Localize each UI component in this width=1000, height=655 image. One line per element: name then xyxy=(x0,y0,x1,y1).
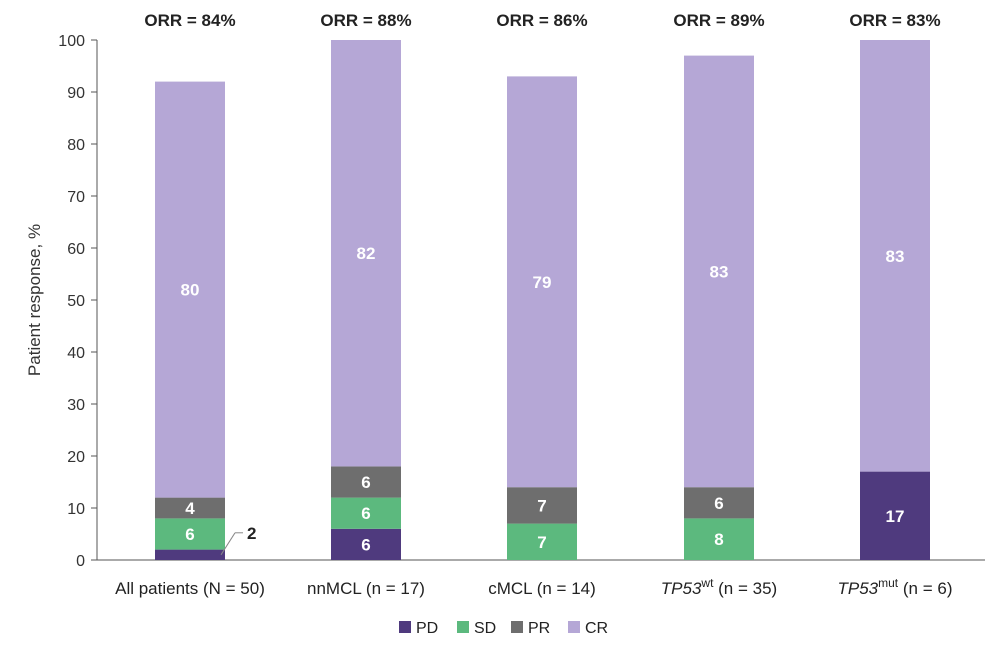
data-label-cr: 80 xyxy=(181,281,200,300)
category-label: TP53wt (n = 35) xyxy=(661,576,777,598)
y-tick-label: 30 xyxy=(67,397,85,414)
bar-segment-cr xyxy=(860,40,930,472)
leader-line xyxy=(220,532,236,556)
category-label: cMCL (n = 14) xyxy=(488,579,596,598)
data-label-cr: 83 xyxy=(710,262,729,281)
y-tick-label: 100 xyxy=(58,33,85,50)
y-tick-label: 40 xyxy=(67,345,85,362)
legend-swatch-pr xyxy=(511,621,523,633)
bar-segment-pd xyxy=(155,549,225,560)
bars-group xyxy=(155,40,930,560)
legend-swatch-cr xyxy=(568,621,580,633)
orr-label: ORR = 84% xyxy=(144,11,235,30)
y-tick-label: 20 xyxy=(67,449,85,466)
category-label: All patients (N = 50) xyxy=(115,579,265,598)
bar-segment-sd xyxy=(155,518,225,550)
orr-label: ORR = 89% xyxy=(673,11,764,30)
axes: 0 10 20 30 40 50 60 70 80 90 100 xyxy=(58,33,985,570)
legend-swatch-pd xyxy=(399,621,411,633)
data-label-pd: 17 xyxy=(886,507,905,526)
legend-label-pr: PR xyxy=(528,620,550,637)
data-label-cr: 82 xyxy=(357,244,376,263)
y-axis-title: Patient response, % xyxy=(25,224,44,376)
y-tick-label: 80 xyxy=(67,137,85,154)
data-label-pd: 2 xyxy=(247,524,256,543)
legend: PD SD PR CR xyxy=(399,620,608,637)
orr-label: ORR = 83% xyxy=(849,11,940,30)
bar-segment-pr xyxy=(331,466,401,498)
y-tick-label: 90 xyxy=(67,85,85,102)
bar-segment-cr xyxy=(155,81,225,498)
y-tick-label: 70 xyxy=(67,189,85,206)
data-label-pd: 6 xyxy=(361,535,370,554)
orr-label: ORR = 88% xyxy=(320,11,411,30)
data-label-pr: 4 xyxy=(185,499,195,518)
bar-segment-pd xyxy=(331,528,401,560)
bar-segment-pd xyxy=(860,471,930,560)
bar-segment-cr xyxy=(331,40,401,467)
legend-swatch-sd xyxy=(457,621,469,633)
legend-label-sd: SD xyxy=(474,620,496,637)
orr-label: ORR = 86% xyxy=(496,11,587,30)
bar-segment-cr xyxy=(684,55,754,488)
bar-segment-pr xyxy=(507,487,577,524)
y-tick-label: 10 xyxy=(67,501,85,518)
bar-segment-sd xyxy=(331,497,401,529)
data-label-sd: 8 xyxy=(714,530,723,549)
labels-group: 2 6 4 80 ORR = 84% All patients (N = 50) 6 6 6 82… xyxy=(115,11,952,598)
y-tick-label: 60 xyxy=(67,241,85,258)
data-label-cr: 79 xyxy=(533,273,552,292)
data-label-sd: 6 xyxy=(185,525,194,544)
y-tick-label: 0 xyxy=(76,553,85,570)
bar-segment-pr xyxy=(155,497,225,519)
bar-segment-cr xyxy=(507,76,577,488)
bar-segment-pr xyxy=(684,487,754,519)
y-tick-label: 50 xyxy=(67,293,85,310)
data-label-pr: 7 xyxy=(537,496,546,515)
data-label-pr: 6 xyxy=(361,473,370,492)
bar-segment-sd xyxy=(507,523,577,560)
legend-label-cr: CR xyxy=(585,620,608,637)
bar-segment-sd xyxy=(684,518,754,560)
data-label-cr: 83 xyxy=(886,247,905,266)
category-label: TP53mut (n = 6) xyxy=(838,576,953,598)
legend-label-pd: PD xyxy=(416,620,438,637)
data-label-pr: 6 xyxy=(714,494,723,513)
category-label: nnMCL (n = 17) xyxy=(307,579,425,598)
data-label-sd: 6 xyxy=(361,504,370,523)
data-label-sd: 7 xyxy=(537,533,546,552)
